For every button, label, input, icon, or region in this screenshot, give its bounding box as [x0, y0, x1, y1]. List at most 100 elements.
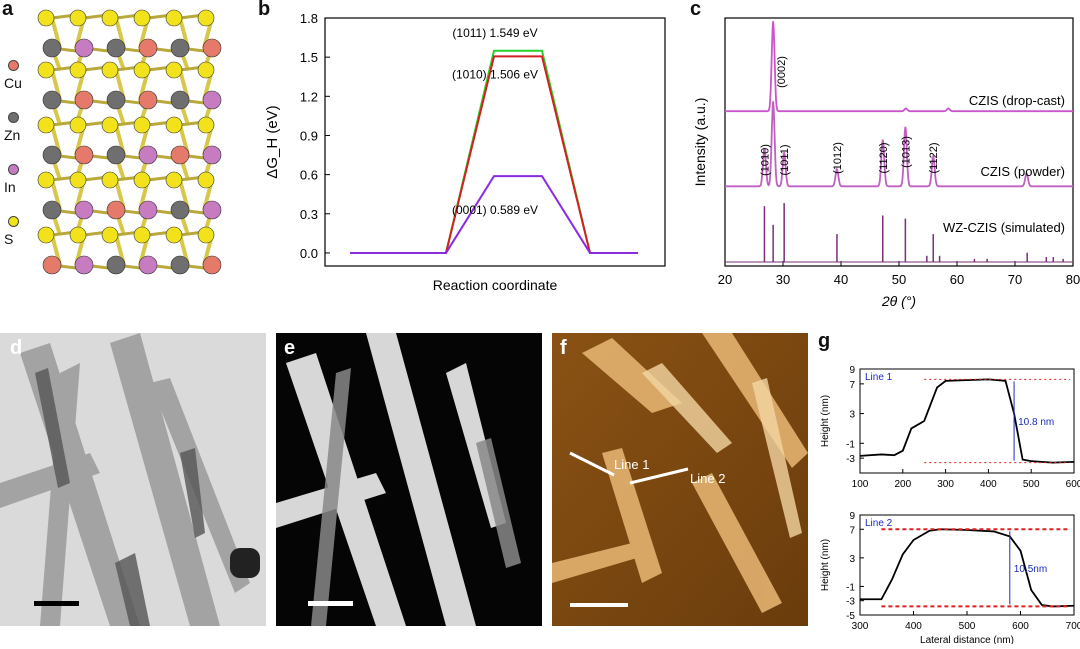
tem-micrograph: [0, 333, 266, 626]
y-axis-label: Height (nm): [820, 539, 831, 591]
atom: [74, 145, 94, 165]
series-label: CZIS (powder): [980, 164, 1065, 179]
xrd-panel: 20 30 40 50 60 70 80 2θ (°) Intensity (a.u.) CZIS…: [685, 0, 1080, 315]
x-tick-label: 300: [852, 621, 869, 632]
height-profile-panel: 100 200 300 400 500 600 9 7 3 -1 -3 Height (nm) 10.8…: [814, 355, 1080, 646]
legend-label: S: [4, 231, 14, 247]
atom: [202, 90, 222, 110]
x-tick-label: 500: [1023, 479, 1040, 490]
x-tick-label: 200: [894, 479, 911, 490]
atom: [197, 171, 215, 189]
x-tick-label: 20: [718, 272, 732, 287]
afm-line2-label: Line 2: [690, 471, 726, 486]
atom: [197, 61, 215, 79]
x-tick-label: 70: [1008, 272, 1022, 287]
atom: [101, 171, 119, 189]
atom: [74, 38, 94, 58]
haadf-image-panel: e: [276, 333, 542, 626]
x-tick-label: 700: [1066, 621, 1080, 632]
atom: [69, 171, 87, 189]
x-tick-label: 30: [776, 272, 790, 287]
atom: [170, 90, 190, 110]
x-tick-label: 400: [980, 479, 997, 490]
y-tick-label: -3: [846, 597, 855, 608]
atom: [42, 200, 62, 220]
atom: [133, 171, 151, 189]
atom: [202, 255, 222, 275]
panel-label-f: f: [560, 337, 567, 359]
peak-annotation: (1011): [779, 145, 791, 176]
atom: [165, 116, 183, 134]
legend-swatch: [8, 60, 19, 71]
panel-label-a: a: [2, 0, 14, 20]
atom: [197, 116, 215, 134]
atom: [197, 226, 215, 244]
legend-swatch: [8, 164, 19, 175]
legend-label: Cu: [4, 75, 22, 91]
atom: [133, 116, 151, 134]
legend-label: Zn: [4, 127, 21, 143]
afm-line1-label: Line 1: [614, 457, 650, 472]
x-tick-label: 600: [1066, 479, 1080, 490]
atom: [165, 226, 183, 244]
atom: [106, 90, 126, 110]
atom: [69, 61, 87, 79]
atom: [106, 200, 126, 220]
x-tick-label: 600: [1012, 621, 1029, 632]
x-tick-label: 80: [1066, 272, 1080, 287]
atom: [101, 116, 119, 134]
series-label: (1011) 1.549 eV: [452, 26, 537, 40]
legend-label: In: [4, 179, 16, 195]
y-tick-label: -1: [846, 582, 855, 593]
peak-annotation: (1012): [832, 142, 844, 174]
x-tick-label: 300: [937, 479, 954, 490]
peak-annotation: (1013): [900, 136, 912, 168]
peak-annotation: (1120): [878, 143, 890, 174]
height-profile-charts: 100 200 300 400 500 600 9 7 3 -1 -3 Height (nm) 10.8…: [820, 365, 1080, 646]
energy-diagram-panel: 0.0 0.3 0.6 0.9 1.2 1.5 1.8 Reaction coordinate…: [255, 0, 680, 300]
legend-swatch: [8, 216, 19, 227]
series-label: (0001) 0.589 eV: [452, 203, 538, 217]
y-tick-label: 0.3: [300, 207, 318, 222]
atom: [138, 255, 158, 275]
height-profile-line: [859, 378, 1075, 464]
panel-label-e: e: [284, 337, 296, 359]
haadf-micrograph: [276, 333, 542, 626]
peak-annotation: (0002): [776, 56, 788, 88]
atom: [37, 61, 55, 79]
panel-label-d: d: [10, 337, 23, 359]
series-label: CZIS (drop-cast): [969, 93, 1065, 108]
peak-annotation: (1122): [928, 143, 940, 174]
x-axis-label: 2θ (°): [881, 293, 916, 309]
x-axis-label: Reaction coordinate: [433, 277, 558, 293]
atom: [165, 171, 183, 189]
afm-micrograph: [552, 333, 808, 626]
atom: [69, 226, 87, 244]
profile-legend: Line 1: [865, 372, 893, 383]
y-tick-label: 1.5: [300, 50, 318, 65]
xrd-pattern: [725, 101, 1073, 188]
atom: [69, 9, 87, 27]
atom: [138, 145, 158, 165]
atom: [202, 38, 222, 58]
legend-item: Zn: [4, 112, 34, 143]
x-tick-label: 60: [950, 272, 964, 287]
x-tick-label: 100: [852, 479, 869, 490]
x-tick-label: 40: [834, 272, 848, 287]
y-tick-label: -5: [846, 611, 855, 622]
x-tick-label: 400: [905, 621, 922, 632]
energy-diagram-chart: 0.0 0.3 0.6 0.9 1.2 1.5 1.8 Reaction coordinate…: [264, 11, 666, 293]
x-tick-label: 500: [959, 621, 976, 632]
y-tick-label: -1: [846, 439, 855, 450]
atom: [106, 38, 126, 58]
series-line: [350, 175, 638, 254]
atom: [133, 226, 151, 244]
atom: [202, 145, 222, 165]
legend-item: S: [4, 216, 34, 247]
panel-label-g: g: [818, 330, 831, 352]
y-tick-label: -3: [846, 454, 855, 465]
legend-item: Cu: [4, 60, 34, 91]
atom: [165, 61, 183, 79]
atom: [106, 255, 126, 275]
atom: [138, 90, 158, 110]
